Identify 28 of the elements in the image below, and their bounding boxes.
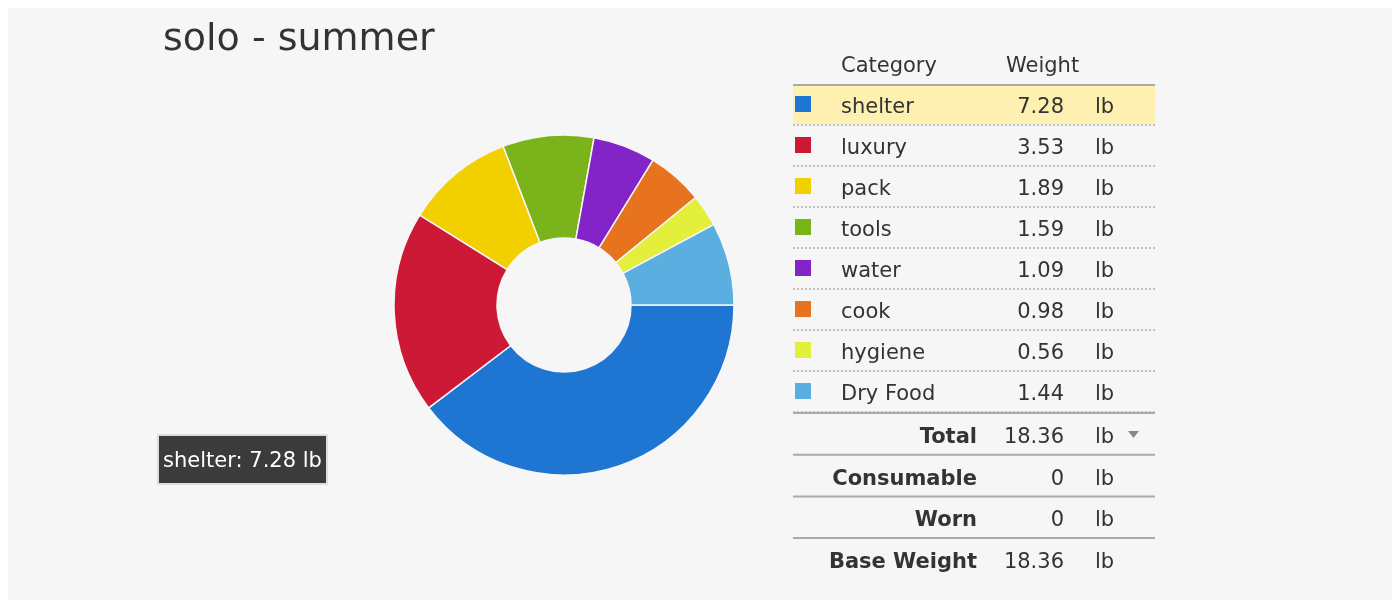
legend-label: hygiene [841, 340, 926, 364]
text: Consumable [832, 465, 977, 490]
text: Worn [914, 507, 977, 532]
legend-label: cook [841, 299, 892, 323]
legend-label: tools [841, 217, 892, 241]
text: 0 lb [1050, 465, 1115, 490]
text: 0.56 lb [1017, 340, 1115, 364]
text: 0.98 lb [1017, 299, 1115, 323]
text: 1.59 lb [1017, 217, 1115, 241]
legend-label: pack [841, 176, 892, 200]
text: shelter: 7.28 lb [163, 448, 322, 472]
chart-title: solo - summer [163, 15, 436, 59]
text: 1.44 lb [1017, 381, 1115, 405]
text: Base Weight [828, 549, 977, 574]
text: 18.36 lb [1003, 549, 1115, 574]
text: 0 lb [1050, 507, 1115, 532]
legend-label: shelter [841, 94, 915, 118]
text: 3.53 lb [1017, 135, 1115, 159]
legend-label: Dry Food [841, 381, 936, 405]
text: 1.89 lb [1017, 176, 1115, 200]
legend-label: water [841, 258, 902, 282]
text: 7.28 lb [1017, 94, 1115, 118]
text: Category [841, 53, 937, 77]
text: Weight [1006, 53, 1080, 77]
text: 18.36 lb [1003, 424, 1115, 448]
legend-label: luxury [841, 135, 907, 159]
text: 1.09 lb [1017, 258, 1115, 282]
text: Total [919, 424, 977, 448]
